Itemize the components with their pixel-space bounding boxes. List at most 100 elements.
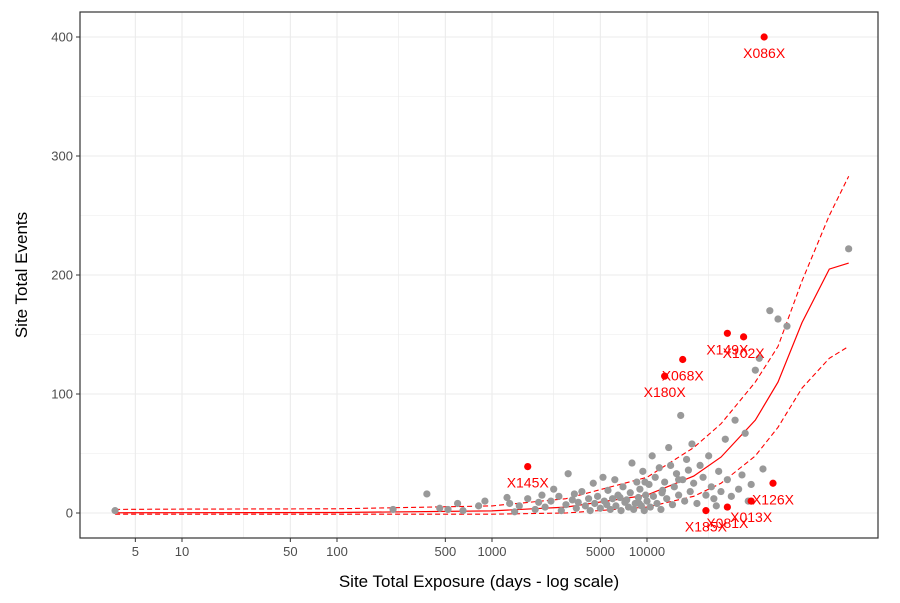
site-point (658, 489, 666, 497)
site-point (586, 507, 594, 515)
outlier-label: X081X (706, 515, 749, 531)
site-point (657, 505, 665, 514)
site-point (444, 505, 452, 514)
site-point (675, 476, 683, 484)
site-point (481, 497, 489, 505)
y-axis-title: Site Total Events (12, 212, 31, 338)
site-point (710, 495, 718, 503)
site-point (578, 487, 586, 496)
site-point (599, 473, 607, 481)
x-axis-ticks: 5 10 50 100 500 1000 5000 10000 (132, 538, 665, 559)
outlier-point (747, 497, 755, 505)
outlier-point (723, 503, 731, 511)
site-point (454, 499, 462, 508)
site-point (759, 465, 767, 473)
x-tick-label: 10000 (629, 544, 665, 559)
outlier-label: X145X (507, 475, 550, 491)
x-tick-label: 50 (283, 544, 297, 559)
outlier-point (740, 333, 748, 341)
site-point (617, 507, 625, 515)
site-point (699, 473, 707, 481)
site-point (612, 502, 620, 510)
site-point (503, 493, 511, 502)
site-point (604, 486, 612, 494)
outlier-label: X102X (723, 345, 766, 361)
site-point (436, 504, 444, 512)
site-point (651, 473, 659, 481)
site-point (574, 498, 582, 506)
site-point (747, 480, 755, 489)
site-point (634, 493, 642, 502)
site-point (702, 491, 710, 499)
site-point (628, 459, 636, 467)
site-point (648, 452, 656, 460)
outlier-label: X185X (685, 519, 728, 535)
x-axis-title: Site Total Exposure (days - log scale) (339, 572, 619, 591)
confidence-bands (115, 175, 850, 515)
site-point (735, 485, 743, 493)
site-point (675, 491, 683, 499)
site-point (682, 455, 691, 464)
site-point (459, 507, 467, 515)
outlier-point (769, 479, 777, 487)
y-tick-label: 400 (51, 30, 73, 45)
site-point (655, 464, 663, 472)
site-point (531, 505, 539, 514)
site-point (717, 487, 725, 496)
site-point (845, 245, 853, 253)
site-point (653, 499, 661, 508)
site-point (741, 429, 749, 437)
x-tick-label: 500 (434, 544, 456, 559)
site-point (593, 492, 602, 500)
y-tick-label: 200 (51, 268, 73, 283)
site-point (783, 322, 791, 330)
site-point (766, 307, 774, 315)
site-point (670, 483, 678, 491)
site-point (515, 502, 523, 510)
outlier-point (661, 372, 669, 380)
outlier-label: X126X (752, 491, 795, 507)
site-point (557, 507, 565, 515)
site-point (672, 470, 681, 478)
site-point (550, 485, 558, 493)
site-point (731, 416, 739, 424)
site-point (609, 495, 617, 503)
site-point (506, 499, 514, 508)
site-point (547, 497, 555, 505)
site-point (572, 504, 580, 512)
site-point (535, 498, 543, 506)
site-point (111, 507, 119, 515)
site-point (663, 495, 671, 503)
site-point (642, 491, 650, 499)
outlier-point (702, 507, 710, 515)
site-point (389, 505, 397, 514)
outlier-label: X180X (644, 384, 687, 400)
site-point (616, 493, 624, 502)
site-point (635, 499, 643, 508)
site-point (570, 490, 578, 498)
site-point (721, 435, 729, 443)
site-point (723, 476, 731, 484)
y-axis-ticks: 0 100 200 300 400 (51, 30, 80, 521)
site-point (751, 366, 759, 374)
site-point (755, 354, 763, 362)
outlier-point (723, 329, 731, 337)
site-point (611, 476, 619, 484)
site-point (619, 483, 627, 491)
site-point (636, 485, 644, 493)
site-point (541, 503, 549, 511)
outlier-label: X013X (730, 509, 773, 525)
site-point (690, 479, 698, 487)
site-point (705, 452, 713, 460)
site-point (643, 497, 651, 505)
site-point (715, 467, 723, 475)
site-point (581, 502, 589, 510)
site-point (677, 411, 685, 420)
site-point (646, 503, 654, 511)
site-point (524, 495, 532, 503)
site-point (640, 507, 648, 515)
site-point (727, 492, 735, 500)
x-tick-label: 100 (326, 544, 348, 559)
site-point (688, 440, 696, 448)
outlier-label: X149X (706, 341, 749, 357)
